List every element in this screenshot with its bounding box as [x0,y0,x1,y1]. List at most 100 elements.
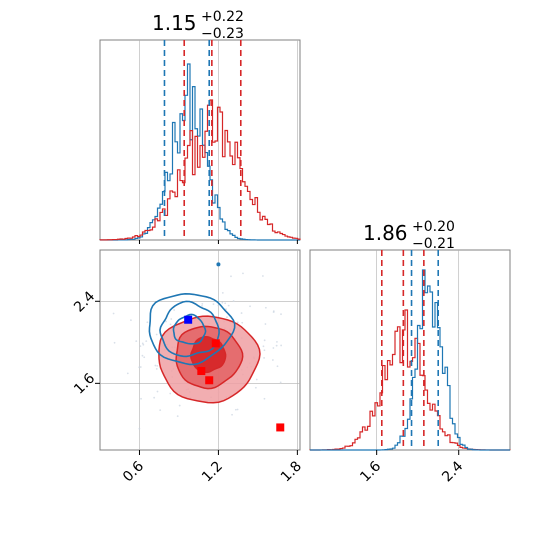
panel-top-marginal [99,39,301,244]
outlier-point [216,262,221,267]
scatter-point [224,302,227,305]
marker-red-3 [276,423,285,432]
scatter-point [255,378,258,381]
scatter-point [141,354,144,357]
panel-joint-frame [99,249,301,451]
scatter-point [153,396,156,399]
right-title: 1.86 [363,221,408,245]
right-x-tick-label-1: 2.4 [439,458,466,485]
scatter-point [276,340,278,343]
panel-right-frame [309,249,511,451]
scatter-point [263,397,266,400]
scatter-point [143,356,146,359]
scatter-point [212,303,215,306]
x-tick-label-1: 1.2 [199,458,226,485]
x-tick-label-0: 0.6 [120,458,147,485]
scatter-point [173,309,176,311]
top-title-sup: +0.22 [201,9,244,25]
y-tick-label-0: 1.6 [71,370,98,397]
scatter-point [272,347,275,349]
scatter-point [146,321,149,324]
scatter-point [201,302,204,305]
scatter-point [236,321,239,324]
top-title: 1.15 [152,11,197,35]
scatter-point [155,368,158,370]
scatter-point [272,311,275,314]
hist-red-y [309,309,511,451]
marker-blue-0 [184,315,193,324]
marker-red-2 [211,339,220,348]
scatter-point [221,291,224,294]
scatter-point [236,408,239,411]
scatter-point [225,308,227,311]
contour-blue-middle [159,300,220,358]
scatter-point [139,345,142,348]
scatter-point [262,345,265,348]
scatter-point [130,319,132,322]
scatter-point [226,316,228,319]
scatter-point [156,390,159,393]
scatter-point [135,340,138,343]
scatter-point [264,306,267,309]
scatter-point [264,323,267,325]
scatter-point [240,312,243,314]
scatter-point [249,305,251,308]
scatter-point [139,366,142,368]
scatter-point [126,372,129,375]
scatter-point [113,341,116,344]
scatter-point [261,275,264,277]
marker-red-1 [205,376,214,385]
scatter-point [159,409,162,412]
right-title-main: 1.86 [363,221,408,245]
scatter-point [271,359,274,361]
scatter-point [241,321,244,324]
scatter-point [138,366,141,369]
scatter-point [154,364,157,367]
scatter-point [217,304,220,307]
scatter-point [234,408,237,411]
y-tick-label-1: 2.4 [71,288,98,315]
contour-blue-outer [148,292,236,366]
scatter-point [156,365,159,367]
scatter-point [140,397,142,400]
scatter-point [169,392,172,395]
hist-blue-y [310,269,510,451]
scatter-point [170,318,173,320]
top-title-sub: −0.23 [201,26,244,42]
scatter-point [242,272,244,275]
scatter-point [230,275,232,278]
scatter-point [280,313,282,316]
panel-joint: 0.6 1.2 1.8 1.6 2.4 [71,249,305,485]
right-title-sub: −0.21 [412,236,455,252]
scatter-point [232,300,235,302]
contour-blue-inner [172,313,207,345]
right-x-tick-label-0: 1.6 [357,458,384,485]
scatter-point [221,301,224,304]
scatter-point [176,415,179,418]
hist-red-x [99,99,301,241]
panel-right-marginal: 1.6 2.4 [309,249,511,485]
top-title-main: 1.15 [152,11,197,35]
scatter-point [138,427,141,430]
panel-top-frame [99,39,301,241]
scatter-point [145,340,148,343]
scatter-point [279,381,282,384]
x-tick-label-2: 1.8 [278,458,305,485]
scatter-point [263,349,266,352]
scatter-point [201,304,203,307]
scatter-point [227,304,230,307]
scatter-point [263,339,266,342]
scatter-point [263,357,265,359]
scatter-point [178,404,181,407]
scatter-point [280,344,283,347]
right-title-sup: +0.20 [412,219,455,235]
scatter-point [169,323,172,326]
scatter-point [112,312,115,315]
scatter-point [165,320,167,323]
scatter-point [231,413,233,416]
scatter-point [276,365,279,368]
marker-red-0 [197,367,206,376]
hist-blue-x [100,63,300,241]
scatter-point [275,344,278,347]
